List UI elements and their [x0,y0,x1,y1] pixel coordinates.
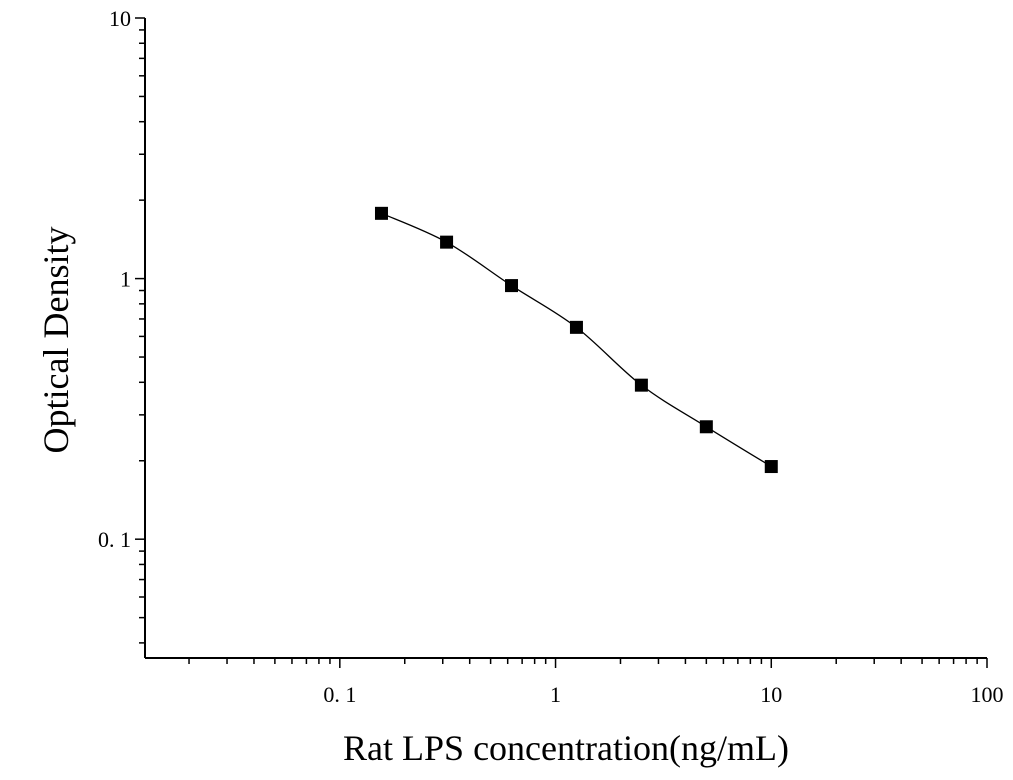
x-tick-label: 1 [550,682,561,707]
y-tick-label: 1 [120,267,131,292]
x-axis-ticks: 0. 1 1 10 100 [188,658,1004,707]
x-axis-title: Rat LPS concentration(ng/mL) [343,728,789,768]
data-point [699,420,713,434]
data-point [505,279,519,293]
y-axis-ticks: 0. 1 1 10 [98,6,145,644]
data-point [569,320,583,334]
x-tick-label: 10 [760,682,782,707]
y-axis-title: Optical Density [36,227,76,454]
data-points-layer [374,206,778,474]
x-tick-label: 0. 1 [323,682,356,707]
data-point [634,378,648,392]
data-point [440,235,454,249]
data-point [374,206,388,220]
axes [144,18,987,659]
y-tick-label: 0. 1 [98,527,131,552]
data-point [764,460,778,474]
y-tick-label: 10 [109,6,131,31]
x-tick-label: 100 [971,682,1004,707]
